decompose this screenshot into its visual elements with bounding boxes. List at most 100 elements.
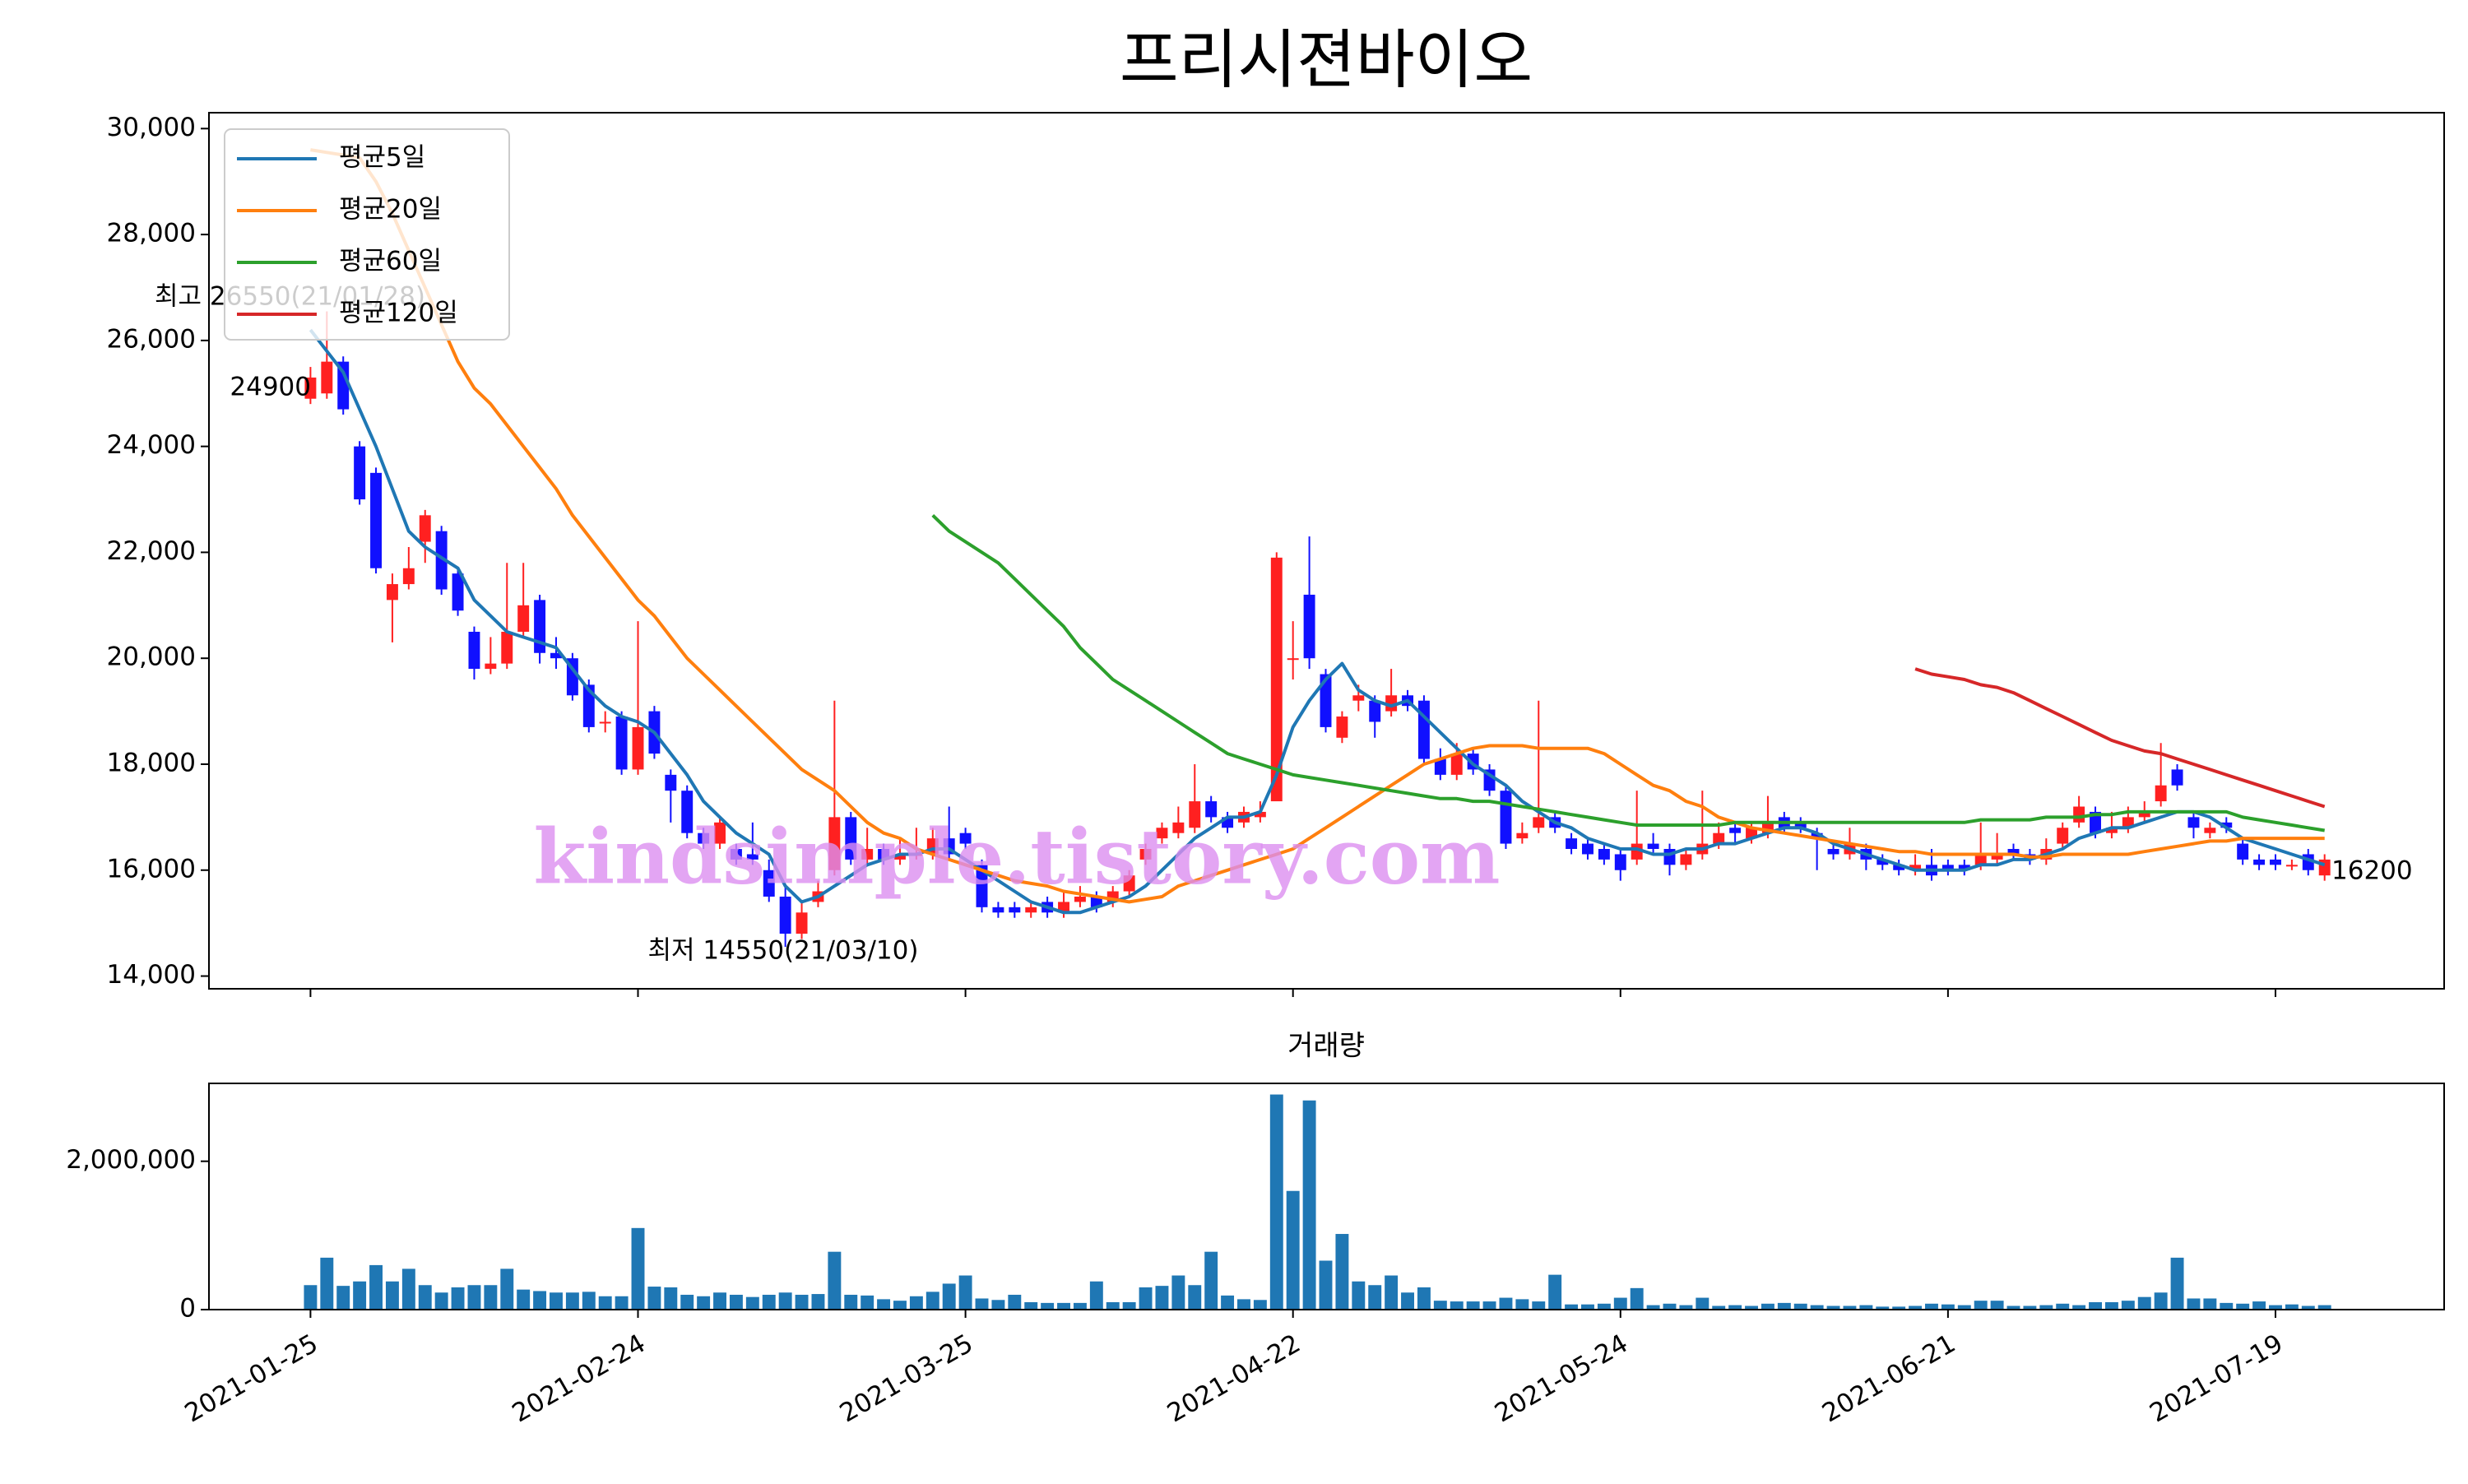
candle-body: [1417, 700, 1430, 759]
volume-bar: [1876, 1306, 1890, 1310]
volume-bar: [1385, 1275, 1399, 1310]
ma-line: [308, 328, 2326, 915]
volume-bar: [517, 1289, 531, 1310]
volume-bar: [1909, 1305, 1923, 1310]
volume-bar: [2023, 1305, 2037, 1310]
volume-bar: [2056, 1303, 2070, 1310]
candle-body: [550, 652, 562, 659]
volume-bar: [1073, 1302, 1087, 1310]
candle-body: [861, 849, 874, 860]
candle-body: [1450, 754, 1463, 775]
axes-frame: [208, 1083, 2445, 1310]
volume-bar: [2269, 1305, 2282, 1310]
volume-bar: [2317, 1305, 2331, 1310]
volume-bar: [1253, 1300, 1267, 1310]
volume-bar: [1188, 1285, 1202, 1310]
y-tick-label: 16,000: [107, 854, 196, 883]
volume-bar: [467, 1285, 481, 1310]
candle-body: [1811, 832, 1823, 839]
candle-body: [730, 849, 742, 860]
candle-body: [1369, 700, 1381, 722]
volume-bar: [1712, 1305, 1726, 1310]
volume-bar: [598, 1296, 612, 1310]
candle-body: [2171, 769, 2183, 786]
first-price-label: 24900: [230, 373, 311, 402]
volume-bar: [713, 1292, 726, 1310]
volume-bar: [1745, 1305, 1758, 1310]
candle-body: [992, 907, 1004, 913]
volume-bar: [304, 1285, 318, 1310]
candle-body: [1827, 849, 1839, 855]
volume-bar: [451, 1287, 465, 1310]
candle-body: [304, 377, 317, 399]
candle-body: [681, 791, 694, 833]
volume-bar: [1990, 1301, 2004, 1310]
candle-body: [698, 832, 710, 844]
volume-bar: [778, 1292, 792, 1310]
candle-body: [665, 774, 677, 791]
candle-body: [1172, 822, 1185, 833]
candle-body: [2187, 817, 2200, 828]
candle-body: [2204, 828, 2216, 833]
candle-body: [1254, 811, 1266, 818]
volume-bar: [1401, 1292, 1414, 1310]
volume-bar: [2104, 1301, 2118, 1310]
volume-bar: [484, 1285, 498, 1310]
candle-body: [402, 568, 415, 585]
y-tick-label: 20,000: [107, 642, 196, 672]
volume-bar: [729, 1294, 743, 1310]
chart-title: 프리시젼바이오: [1120, 23, 1533, 97]
candle-body: [2057, 828, 2069, 844]
volume-bar: [1237, 1299, 1250, 1310]
volume-bar: [1548, 1274, 1562, 1310]
volume-bar: [1957, 1305, 1971, 1310]
candle-body: [1533, 817, 1545, 828]
volume-bar: [2006, 1305, 2020, 1310]
candle-body: [1058, 902, 1069, 913]
candle-body: [517, 605, 530, 633]
volume-bar: [1089, 1281, 1103, 1310]
bars: [304, 1094, 2331, 1310]
volume-bar: [1433, 1301, 1447, 1310]
candle-body: [354, 446, 366, 500]
legend-label: 평균120일: [339, 299, 458, 328]
volume-bar: [2187, 1298, 2201, 1310]
volume-bar: [1974, 1301, 1988, 1310]
volume-bar: [2285, 1304, 2299, 1310]
volume-bar: [582, 1292, 596, 1310]
volume-bar: [828, 1251, 842, 1310]
last-price-label: 16200: [2331, 856, 2413, 886]
candle-body: [1025, 907, 1037, 913]
candle-body: [1336, 716, 1348, 738]
volume-bar: [664, 1287, 678, 1310]
y-tick-label: 30,000: [107, 113, 196, 142]
ma-line: [931, 513, 2326, 832]
candle-body: [2073, 806, 2085, 823]
y-tick-label: 24,000: [107, 430, 196, 460]
volume-bar: [1925, 1303, 1938, 1310]
candle-body: [582, 684, 595, 727]
candle-body: [1352, 695, 1365, 701]
candle-body: [2105, 828, 2118, 833]
volume-bar: [1171, 1275, 1185, 1310]
volume-bar: [631, 1227, 645, 1310]
volume-bar: [2089, 1301, 2102, 1310]
candle-body: [1156, 828, 1168, 839]
candle-body: [2155, 785, 2167, 802]
candle-body: [845, 817, 857, 860]
volume-bar: [1826, 1305, 1840, 1310]
volume-bar: [1810, 1305, 1824, 1310]
volume-bar: [369, 1264, 383, 1310]
volume-bar: [320, 1257, 334, 1310]
ma-line: [1914, 667, 2326, 809]
volume-bar: [1286, 1190, 1300, 1310]
candle-body: [976, 865, 988, 907]
volume-title: 거래량: [1287, 1030, 1365, 1063]
candle-body: [435, 531, 448, 590]
candle-body: [1123, 875, 1135, 892]
candle-body: [501, 632, 513, 664]
volume-bar: [1221, 1295, 1235, 1310]
candle-body: [632, 726, 644, 770]
candle-body: [2220, 822, 2233, 828]
candle-body: [2090, 811, 2101, 833]
